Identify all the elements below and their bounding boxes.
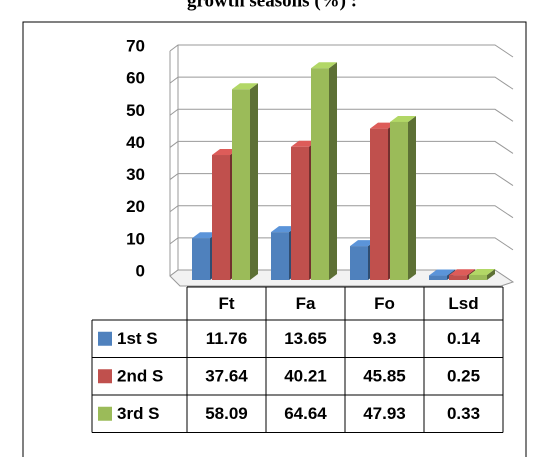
chart-border — [22, 21, 527, 457]
legend-swatch — [98, 406, 112, 421]
y-tick-label: 30 — [126, 165, 145, 184]
bar — [390, 121, 408, 280]
y-tick-label: 20 — [126, 197, 145, 216]
legend-swatch — [98, 369, 112, 384]
bar — [291, 146, 309, 280]
bar — [192, 238, 210, 280]
grid-line — [169, 44, 514, 58]
bar-top — [390, 115, 416, 122]
bar-top — [192, 232, 218, 239]
x-tick-label: Lsd — [448, 294, 478, 313]
x-tick-label: Ft — [218, 294, 234, 313]
legend-label: 3rd S — [117, 404, 160, 423]
bar-top — [469, 268, 495, 275]
y-tick-label: 0 — [136, 261, 145, 280]
bar-side — [329, 62, 337, 280]
y-tick-label: 50 — [126, 101, 145, 120]
grid-line — [169, 76, 514, 90]
bar — [311, 68, 329, 280]
table-cell: 64.64 — [284, 404, 327, 423]
bar-top — [232, 83, 258, 90]
bar — [469, 274, 487, 280]
table-cell: 0.14 — [447, 329, 481, 348]
y-tick-label: 60 — [126, 69, 145, 88]
table-cell: 40.21 — [284, 367, 327, 386]
table-cell: 13.65 — [284, 329, 327, 348]
bar-top — [212, 149, 238, 156]
y-tick-label: 40 — [126, 133, 145, 152]
bar-top — [449, 269, 475, 276]
bar-side — [250, 83, 258, 281]
bar-side — [487, 268, 495, 280]
bar — [370, 128, 388, 280]
y-tick-label: 70 — [126, 36, 145, 55]
legend-label: 1st S — [117, 329, 158, 348]
chart-title: growth seasons (%) : — [187, 0, 357, 11]
bar — [350, 246, 368, 280]
bar — [429, 275, 447, 280]
table-cell: 0.33 — [447, 404, 480, 423]
bar — [271, 232, 289, 280]
x-tick-label: Fa — [296, 294, 316, 313]
table-cell: 9.3 — [373, 329, 397, 348]
x-tick-label: Fo — [374, 294, 395, 313]
bar-top — [291, 140, 317, 147]
bar-side — [408, 115, 416, 280]
bar-top — [350, 240, 376, 247]
legend-label: 2nd S — [117, 367, 163, 386]
bar-top — [271, 226, 297, 233]
bar — [212, 155, 230, 280]
bar-top — [429, 269, 455, 276]
table-cell: 58.09 — [205, 404, 248, 423]
table-cell: 0.25 — [447, 367, 480, 386]
table-cell: 37.64 — [205, 367, 248, 386]
table-cell: 45.85 — [363, 367, 406, 386]
legend-swatch — [98, 331, 112, 346]
grid-line — [169, 108, 514, 122]
bar — [449, 275, 467, 280]
bar — [232, 89, 250, 281]
y-tick-label: 10 — [126, 229, 145, 248]
table-cell: 47.93 — [363, 404, 406, 423]
bar-top — [311, 62, 337, 69]
table-cell: 11.76 — [206, 329, 248, 348]
bar-top — [370, 122, 396, 129]
